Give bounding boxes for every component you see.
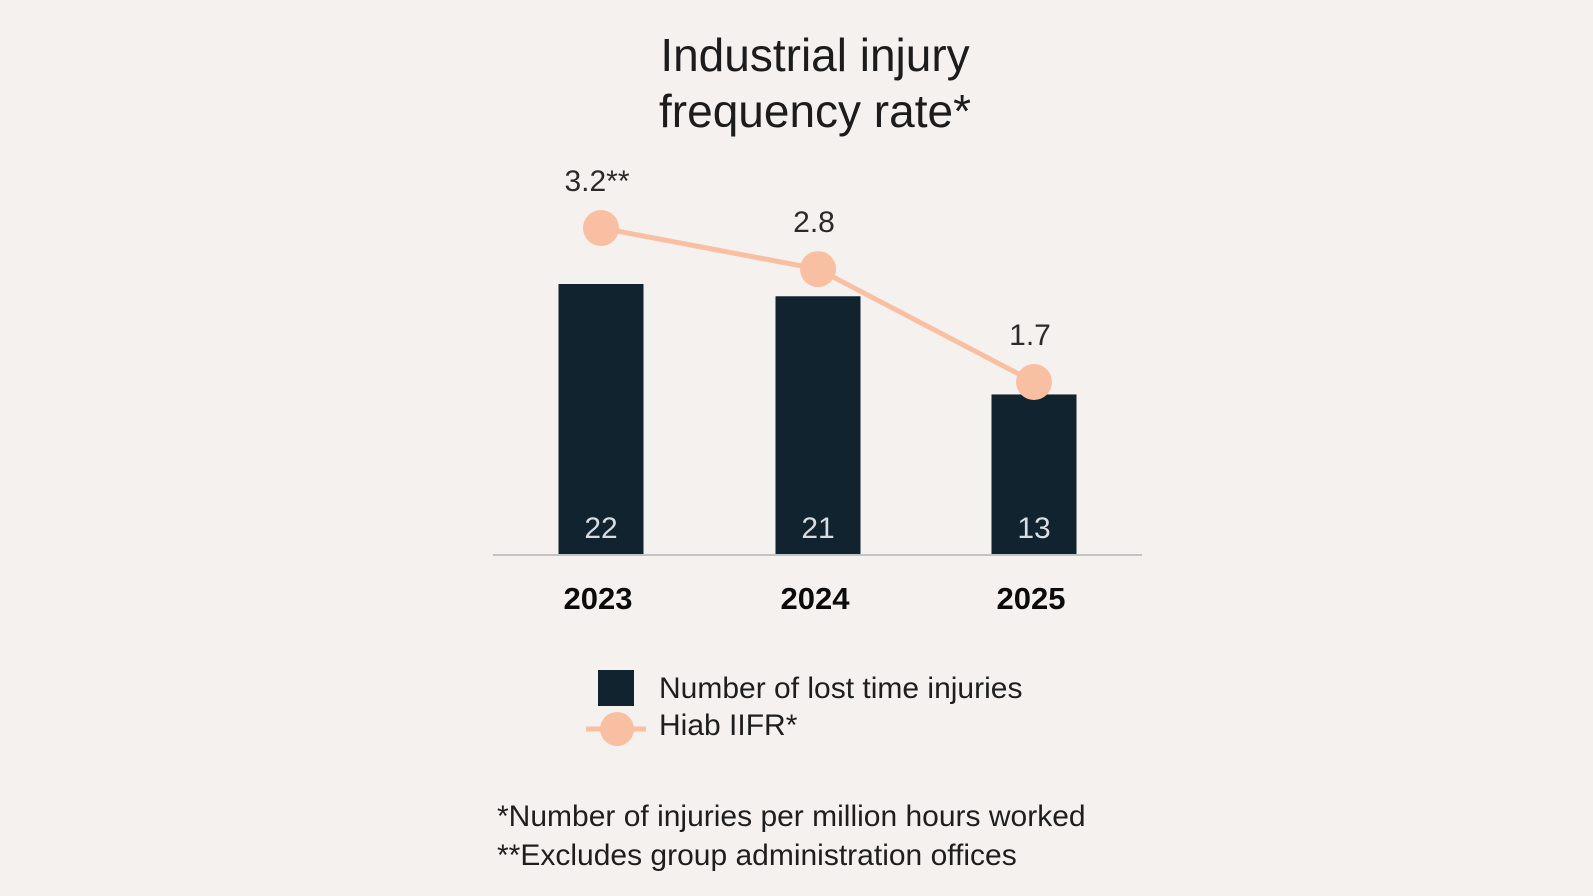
bar-value-label-2023: 22 (584, 512, 617, 545)
bar-value-label-2025: 13 (1017, 512, 1050, 545)
footnote-excludes: **Excludes group administration offices (497, 839, 1017, 872)
legend-point-swatch (600, 712, 634, 746)
iifr-value-label-2023: 3.2** (564, 165, 629, 198)
iifr-point-2023 (583, 210, 619, 246)
bar-2025 (991, 394, 1077, 554)
legend-bar-swatch (598, 670, 634, 706)
footnote-iifr: *Number of injuries per million hours wo… (497, 800, 1086, 833)
iifr-value-label-2024: 2.8 (793, 206, 835, 239)
iifr-point-2025 (1016, 364, 1052, 400)
category-label-2025: 2025 (997, 581, 1066, 616)
bar-2024 (775, 296, 861, 554)
bar-value-label-2024: 21 (801, 512, 834, 545)
line-group: 3.2** 2.8 1.7 (564, 165, 1052, 400)
legend-label-line: Hiab IIFR* (659, 709, 798, 742)
category-label-2024: 2024 (781, 581, 851, 616)
chart-title-line-2: frequency rate* (659, 85, 971, 137)
chart-title-line-1: Industrial injury (660, 29, 969, 81)
category-label-2023: 2023 (564, 581, 633, 616)
legend-label-bars: Number of lost time injuries (659, 672, 1022, 705)
bar-2023 (558, 284, 644, 554)
iifr-point-2024 (800, 251, 836, 288)
legend: Number of lost time injuries Hiab IIFR* (586, 670, 1022, 746)
category-labels: 2023 2024 2025 (564, 581, 1066, 616)
iifr-value-label-2025: 1.7 (1009, 319, 1051, 352)
bars-group: 22 21 13 (558, 284, 1077, 554)
